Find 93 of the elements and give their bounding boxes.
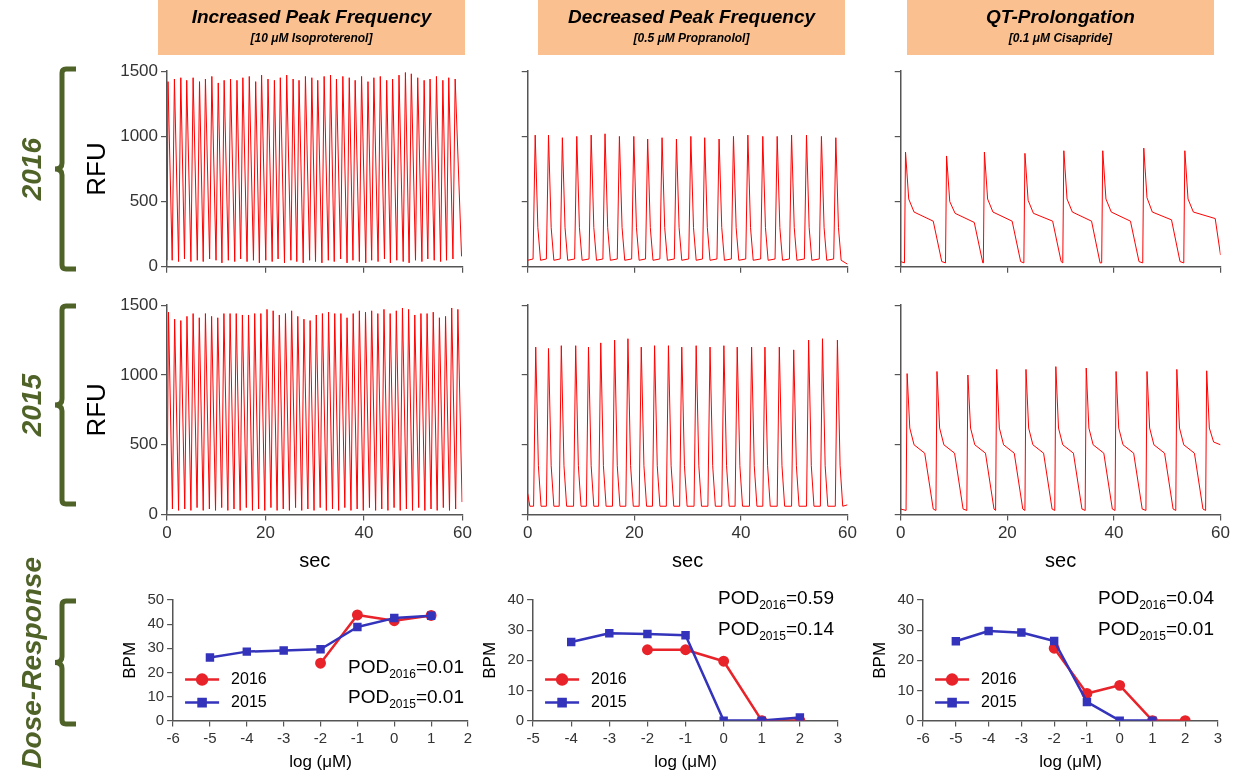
annotation: POD$_{2016}$=0.59 (718, 587, 834, 612)
x-tick-label: -2 (1047, 728, 1061, 746)
x-tick-label: -6 (916, 728, 930, 746)
y-tick-label: 1000 (120, 364, 159, 384)
x-tick-label: 60 (1211, 523, 1231, 543)
legend-label: 2016 (231, 670, 267, 688)
y-tick-label: 30 (897, 620, 915, 638)
x-axis-title: log (μM) (654, 752, 717, 772)
y-tick-label: 30 (507, 620, 525, 638)
x-tick-label: -5 (949, 728, 963, 746)
x-tick-label: 0 (1115, 728, 1124, 746)
y-axis-title: RFU (80, 142, 111, 196)
y-axis-title: BPM (869, 641, 889, 679)
y-tick-label: 20 (897, 650, 915, 668)
y-tick-label: 50 (147, 590, 165, 608)
x-tick-label: -2 (640, 728, 655, 746)
x-tick-label: 60 (838, 523, 858, 543)
y-tick-label: 40 (507, 590, 525, 608)
legend-label: 2016 (981, 670, 1017, 688)
x-tick-label: -5 (526, 728, 540, 746)
y-tick-label: 10 (897, 680, 915, 698)
y-tick-label: 0 (148, 504, 159, 524)
chart-title: Decreased Peak Frequency (566, 5, 817, 29)
x-axis-title: sec (1045, 548, 1077, 571)
chart-title: QT-Prolongation (985, 5, 1136, 29)
annotation: POD$_{2016}$=0.01 (348, 655, 464, 681)
annotation: POD$_{2015}$=0.01 (1098, 617, 1214, 643)
y-tick-label: 0 (148, 256, 159, 276)
legend-label: 2015 (231, 693, 267, 711)
y-tick-label: 0 (155, 710, 165, 728)
x-axis-title: log (μM) (1039, 752, 1102, 772)
text: 2016 (16, 138, 48, 201)
x-tick-label: -4 (564, 728, 578, 746)
x-tick-label: -1 (678, 728, 693, 746)
text: 2015 (16, 374, 48, 437)
y-tick-label: 40 (147, 614, 165, 632)
x-axis-title: log (μM) (289, 752, 352, 772)
x-tick-label: 3 (833, 728, 843, 746)
x-tick-label: -2 (313, 728, 328, 746)
y-axis-title: BPM (479, 641, 499, 679)
x-tick-label: 20 (256, 523, 275, 543)
y-tick-label: 0 (515, 710, 525, 728)
y-tick-label: 10 (507, 680, 525, 698)
x-tick-label: 60 (453, 523, 473, 543)
chart-subtitle: [10 μM Isoproterenol] (249, 30, 374, 46)
x-tick-label: 2 (795, 728, 805, 746)
x-tick-label: 0 (719, 728, 728, 746)
x-tick-label: 2 (1181, 728, 1190, 746)
y-tick-label: 1500 (120, 294, 159, 314)
y-tick-label: 0 (905, 710, 915, 728)
annotation: POD$_{2015}$=0.14 (718, 617, 834, 643)
legend-label: 2015 (981, 693, 1017, 711)
x-axis-title: sec (299, 548, 331, 571)
x-tick-label: 20 (997, 523, 1017, 543)
chart-title: Increased Peak Frequency (190, 5, 433, 29)
annotation: POD$_{2015}$=0.01 (348, 686, 464, 712)
x-tick-label: -4 (240, 728, 254, 746)
x-tick-label: 3 (1213, 728, 1223, 746)
y-axis-title: RFU (80, 383, 111, 437)
x-tick-label: -4 (981, 728, 996, 746)
text: Dose-Response (16, 556, 48, 769)
y-tick-label: 1500 (120, 60, 159, 80)
chart-subtitle: [0.1 μM Cisapride] (1007, 30, 1114, 46)
x-tick-label: 2 (463, 728, 473, 746)
y-tick-label: 500 (129, 434, 159, 454)
x-tick-label: -3 (602, 728, 616, 746)
y-tick-label: 20 (507, 650, 525, 668)
legend-label: 2015 (591, 693, 627, 711)
x-axis-title: sec (672, 548, 704, 571)
y-tick-label: 1000 (120, 126, 159, 146)
y-tick-label: 20 (147, 662, 165, 680)
annotation: POD$_{2016}$=0.04 (1098, 587, 1214, 612)
legend-label: 2016 (591, 670, 627, 688)
x-tick-label: 40 (1104, 523, 1124, 543)
x-tick-label: 40 (731, 523, 751, 543)
y-tick-label: 10 (147, 686, 165, 704)
x-tick-label: -1 (350, 728, 365, 746)
x-tick-label: -6 (166, 728, 180, 746)
y-tick-label: 500 (129, 191, 159, 211)
x-tick-label: -1 (1080, 728, 1094, 746)
x-tick-label: -5 (203, 728, 217, 746)
y-tick-label: 40 (897, 590, 915, 608)
x-tick-label: 0 (390, 728, 399, 746)
chart-subtitle: [0.5 μM Propranolol] (632, 30, 751, 46)
x-tick-label: 1 (1148, 728, 1157, 746)
x-tick-label: 1 (757, 728, 766, 746)
x-tick-label: 40 (354, 523, 374, 543)
x-tick-label: 1 (426, 728, 436, 746)
x-tick-label: 20 (624, 523, 644, 543)
x-tick-label: -3 (1014, 728, 1029, 746)
x-tick-label: -3 (277, 728, 291, 746)
y-tick-label: 30 (147, 638, 165, 656)
y-axis-title: BPM (119, 641, 139, 679)
